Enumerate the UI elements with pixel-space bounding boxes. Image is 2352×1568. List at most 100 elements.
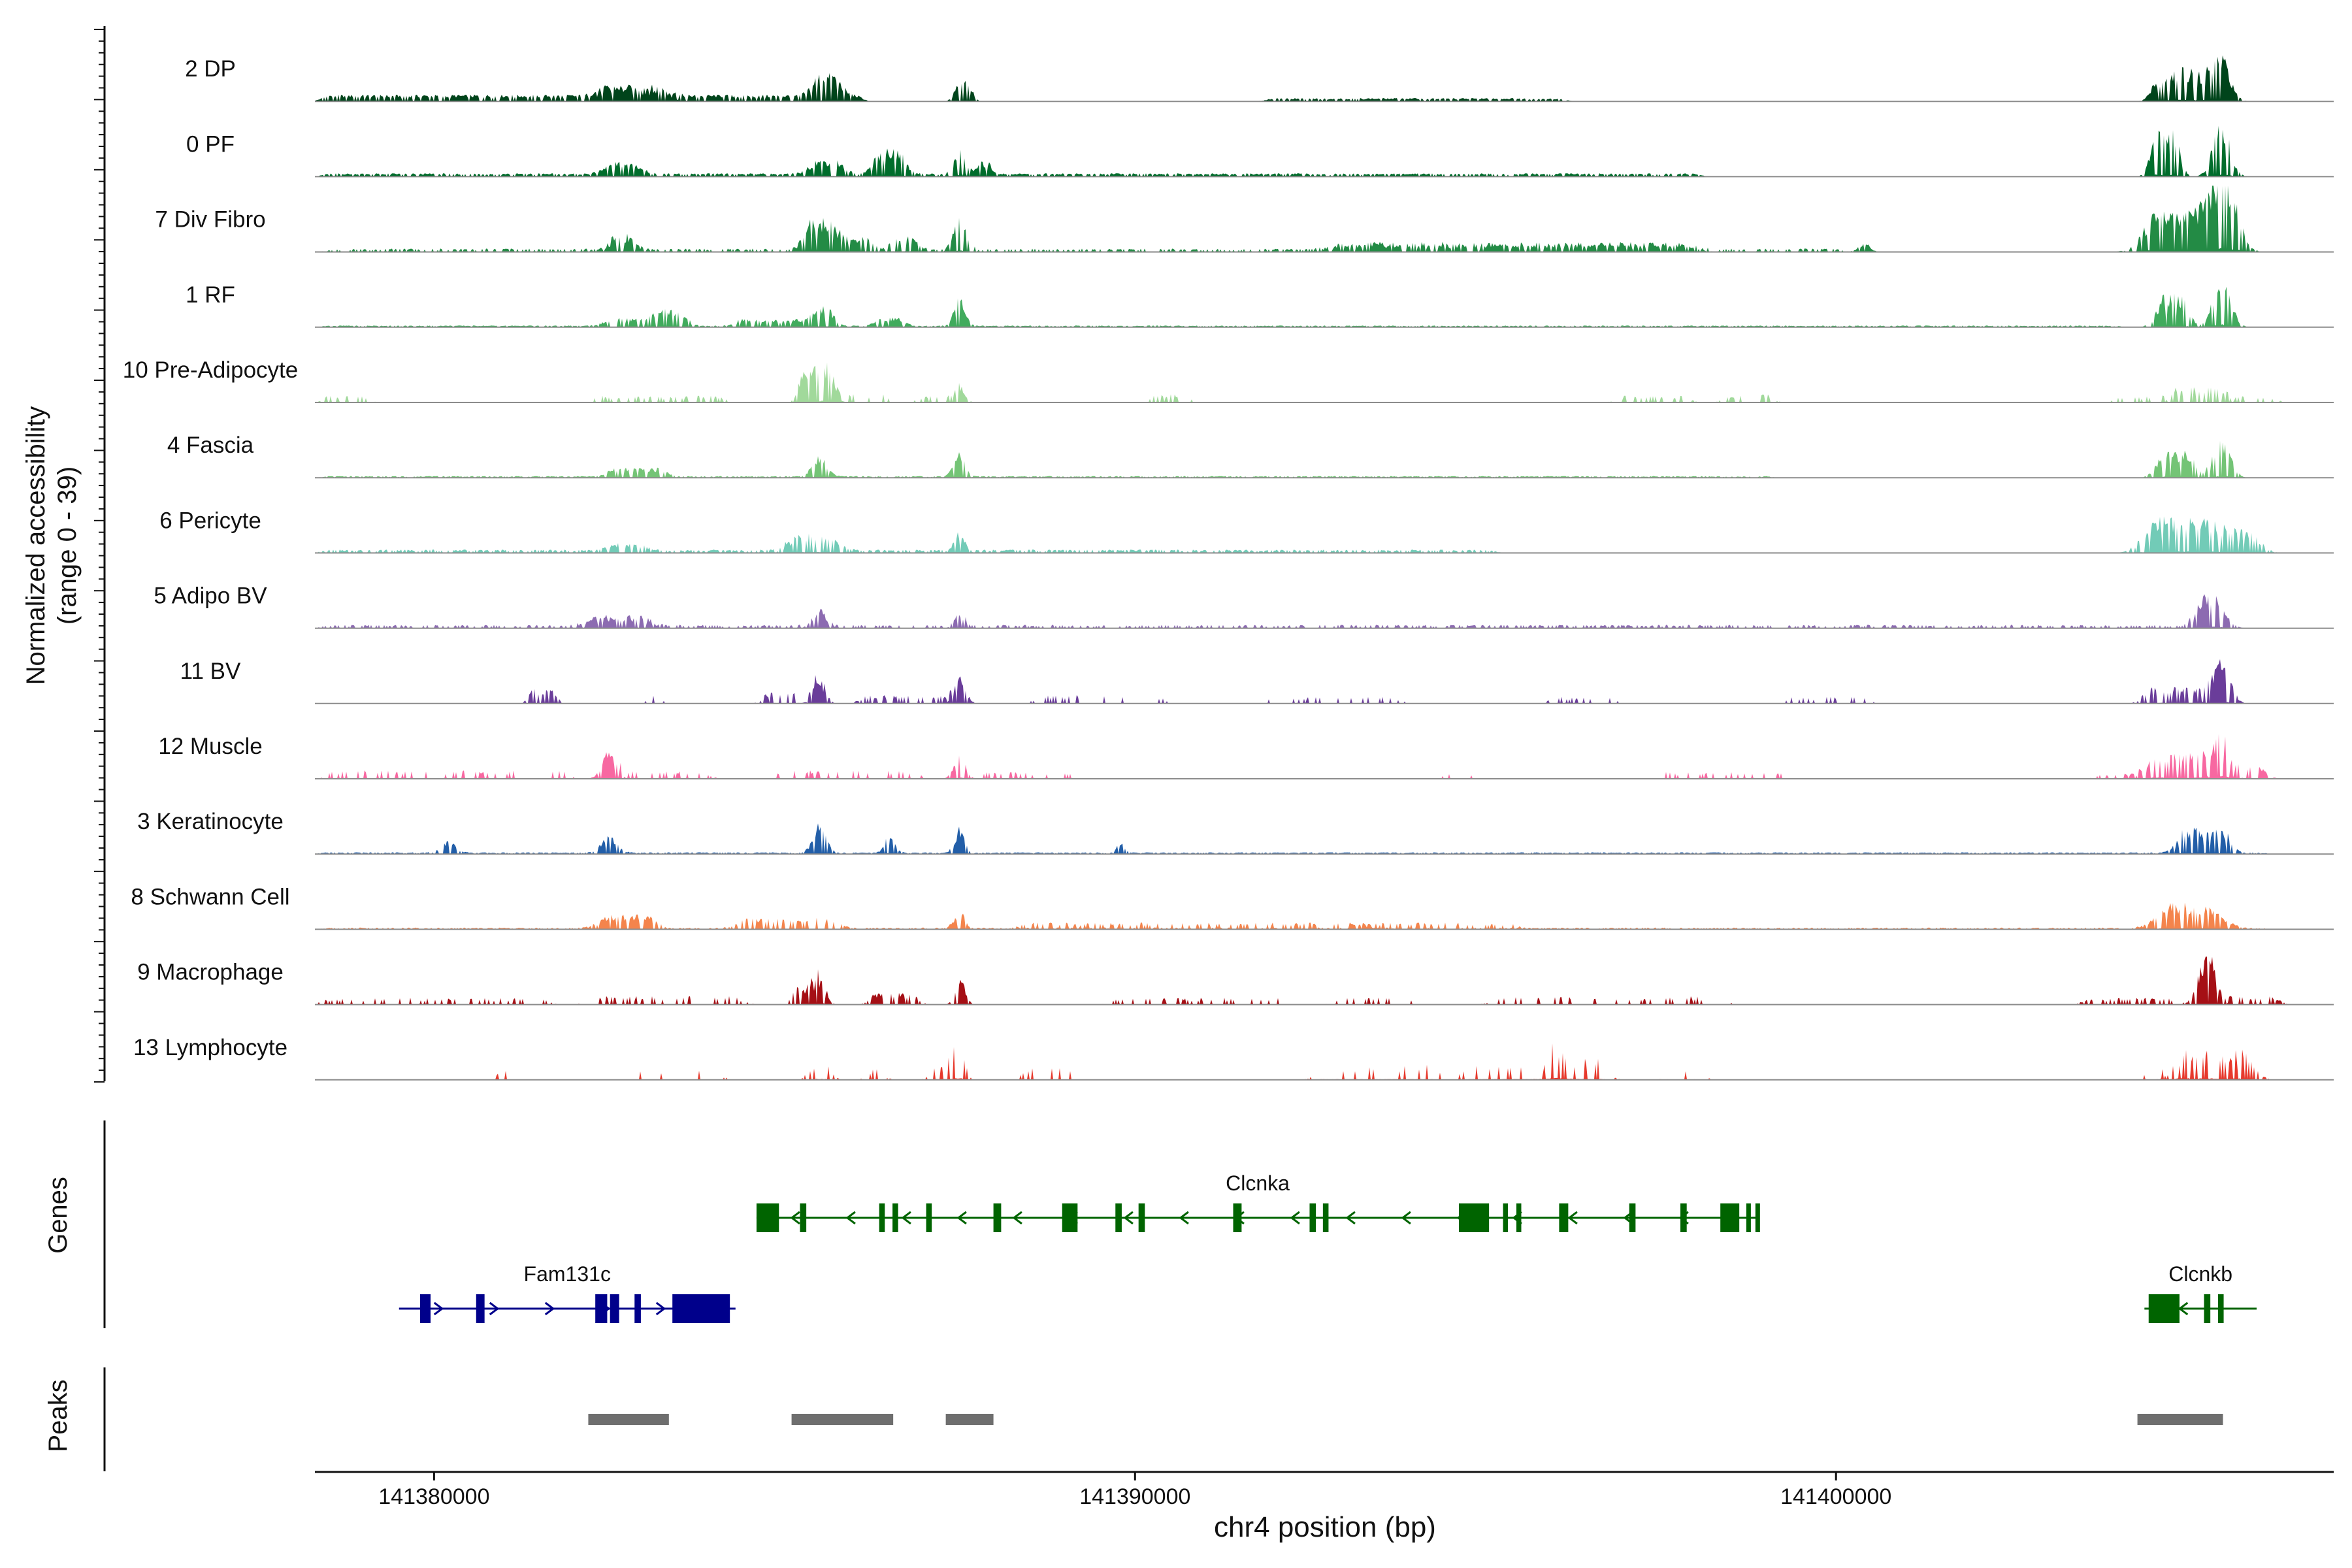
track-12-muscle: 12 Muscle (158, 734, 2334, 779)
coverage-area (315, 363, 2334, 402)
peak-region (791, 1414, 894, 1425)
gene-exon (634, 1294, 641, 1323)
gene-exon (1062, 1203, 1078, 1232)
gene-exon (1115, 1203, 1122, 1232)
coverage-area (315, 55, 2334, 102)
peak-region (945, 1414, 994, 1425)
track-label: 9 Macrophage (137, 960, 284, 985)
gene-exon (1629, 1203, 1636, 1232)
gene-exon (2148, 1294, 2180, 1323)
coverage-area (315, 659, 2334, 704)
coverage-area (315, 186, 2334, 252)
track-label: 11 BV (180, 659, 241, 684)
track-label: 4 Fascia (167, 433, 254, 458)
gene-exon (756, 1203, 779, 1232)
strand-chevron (1012, 1211, 1022, 1225)
track-3-keratinocyte: 3 Keratinocyte (137, 809, 2334, 855)
track-13-lymphocyte: 13 Lymphocyte (133, 1035, 2334, 1081)
track-7-div-fibro: 7 Div Fibro (155, 186, 2334, 253)
track-0-pf: 0 PF (186, 125, 2334, 178)
strand-chevron (956, 1211, 967, 1225)
track-label: 5 Adipo BV (154, 583, 267, 609)
gene-exon (892, 1203, 898, 1232)
track-label: 1 RF (186, 282, 235, 308)
gene-exon (1322, 1203, 1329, 1232)
strand-chevron (1345, 1211, 1356, 1225)
track-11-bv: 11 BV (180, 659, 2334, 704)
strand-chevron (1179, 1211, 1189, 1225)
track-label: 13 Lymphocyte (133, 1035, 287, 1060)
x-tick-label: 141390000 (1079, 1484, 1190, 1509)
track-2-dp: 2 DP (185, 55, 2334, 103)
genes-panel-label: Genes (44, 1177, 73, 1254)
strand-chevron (901, 1211, 911, 1225)
gene-exon (800, 1203, 807, 1232)
peaks-panel-label: Peaks (44, 1379, 73, 1452)
x-axis-label: chr4 position (bp) (1214, 1511, 1436, 1543)
gene-exon (1755, 1203, 1760, 1232)
coverage-area (315, 823, 2334, 855)
track-8-schwann-cell: 8 Schwann Cell (131, 884, 2334, 930)
track-1-rf: 1 RF (186, 282, 2334, 328)
gene-exon (926, 1203, 932, 1232)
coverage-area (315, 594, 2334, 629)
gene-annotation-panel: Genes Clcnka Fam131c Clcnkb (44, 1120, 2257, 1328)
gene-exon (610, 1294, 619, 1323)
gene-exon (595, 1294, 608, 1323)
gene-clcnka: Clcnka (756, 1171, 1760, 1232)
coverage-area (315, 125, 2334, 177)
track-label: 7 Div Fibro (155, 207, 265, 233)
gene-exon (2204, 1294, 2211, 1323)
track-10-pre-adipocyte: 10 Pre-Adipocyte (123, 357, 2334, 403)
gene-exon (993, 1203, 1002, 1232)
strand-chevron (1567, 1211, 1578, 1225)
gene-exon (476, 1294, 485, 1323)
gene-exon (1516, 1203, 1522, 1232)
coverage-tracks: 2 DP 0 PF 7 Div Fibro 1 RF 10 Pre-Adipocyte 4… (94, 26, 2334, 1083)
track-4-fascia: 4 Fascia (167, 433, 2334, 479)
gene-exon (1680, 1203, 1687, 1232)
y-axis-label-line2: (range 0 - 39) (53, 466, 82, 625)
y-axis-label-line1: Normalized accessibility (22, 406, 50, 685)
coverage-area (315, 902, 2334, 930)
strand-chevron (544, 1301, 555, 1316)
gene-fam131c: Fam131c (399, 1262, 736, 1323)
gene-exon (879, 1203, 885, 1232)
gene-label: Clcnkb (2168, 1262, 2232, 1286)
coverage-area (315, 516, 2334, 553)
coverage-area (315, 956, 2334, 1005)
gene-label: Clcnka (1226, 1171, 1290, 1195)
strand-chevron (845, 1211, 856, 1225)
track-label: 2 DP (185, 56, 236, 82)
track-label: 12 Muscle (158, 734, 263, 759)
x-tick-label: 141380000 (378, 1484, 489, 1509)
track-9-macrophage: 9 Macrophage (137, 956, 2334, 1005)
peak-region (588, 1414, 669, 1425)
x-tick-label: 141400000 (1780, 1484, 1891, 1509)
strand-chevron (1401, 1211, 1411, 1225)
strand-chevron (1123, 1211, 1134, 1225)
track-6-pericyte: 6 Pericyte (159, 508, 2334, 554)
gene-exon (1309, 1203, 1316, 1232)
track-label: 6 Pericyte (159, 508, 261, 533)
strand-chevron (433, 1301, 444, 1316)
peaks-panel: Peaks (44, 1367, 2223, 1471)
y-axis-label: Normalized accessibility (range 0 - 39) (22, 406, 82, 685)
peak-region (2137, 1414, 2223, 1425)
gene-exon (672, 1294, 730, 1323)
gene-exon (1459, 1203, 1490, 1232)
strand-chevron (790, 1211, 800, 1225)
track-label: 0 PF (186, 131, 235, 157)
track-label: 3 Keratinocyte (137, 809, 284, 834)
coverage-area (315, 734, 2334, 779)
strand-chevron (2178, 1301, 2189, 1316)
strand-chevron (489, 1301, 500, 1316)
coverage-area (315, 1043, 2334, 1080)
gene-exon (1720, 1203, 1740, 1232)
gene-clcnkb: Clcnkb (2144, 1262, 2257, 1323)
coverage-area (315, 286, 2334, 327)
gene-label: Fam131c (524, 1262, 611, 1286)
gene-exon (1138, 1203, 1145, 1232)
gene-exon (2217, 1294, 2224, 1323)
gene-exon (1559, 1203, 1569, 1232)
